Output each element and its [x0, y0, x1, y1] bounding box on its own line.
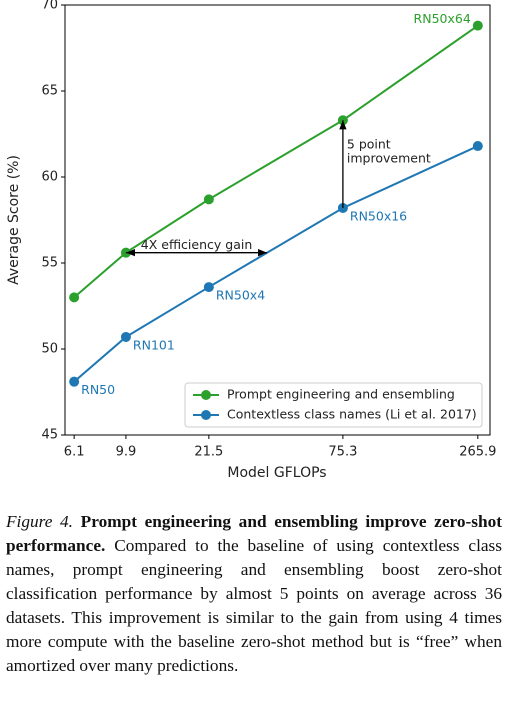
data-point [203, 282, 214, 293]
x-tick-label: 265.9 [459, 445, 496, 460]
annotation-text: improvement [347, 151, 431, 166]
y-tick-label: 70 [41, 0, 58, 13]
legend-box [184, 382, 483, 428]
y-axis-label: Average Score (%) [6, 155, 22, 285]
data-point [472, 20, 483, 31]
point-label: RN101 [133, 337, 175, 352]
legend-label: Prompt engineering and ensembling [227, 387, 455, 402]
plot-frame [64, 4, 491, 436]
point-label: RN50x16 [350, 208, 407, 223]
caption-text: Compared to the baseline of using contex… [6, 536, 503, 675]
data-point [203, 194, 214, 205]
chart: Average Score (%) Model GFLOPs 45 50 55 60 6… [6, 0, 496, 481]
legend-label: Contextless class names (Li et al. 2017) [227, 407, 477, 422]
caption: Figure 4. Prompt engineering and ensembl… [6, 510, 502, 678]
caption-title: Prompt engineering and ensembling improv… [6, 512, 502, 555]
x-tick-label: 6.1 [64, 445, 85, 460]
annotation-text: 5 point [347, 137, 391, 152]
point-label: RN50x64 [414, 11, 471, 26]
data-point [69, 292, 80, 303]
x-tick-label: 21.5 [194, 445, 223, 460]
x-tick-label: 9.9 [116, 445, 137, 460]
data-point [69, 376, 80, 387]
y-tick-label: 50 [41, 342, 58, 357]
x-axis-label: Model GFLOPs [227, 465, 326, 481]
legend-marker [201, 390, 211, 400]
y-tick-label: 65 [41, 84, 58, 99]
x-tick-label: 75.3 [328, 445, 357, 460]
legend-marker [201, 410, 211, 420]
annotation-text: 4X efficiency gain [141, 237, 252, 252]
point-label: RN50 [81, 382, 115, 397]
caption-label: Figure 4. [6, 512, 74, 531]
y-tick-label: 45 [41, 428, 58, 443]
y-tick-label: 60 [41, 170, 58, 185]
data-point [472, 141, 483, 152]
point-label: RN50x4 [216, 288, 265, 303]
y-tick-label: 55 [41, 256, 58, 271]
data-point [120, 331, 131, 342]
